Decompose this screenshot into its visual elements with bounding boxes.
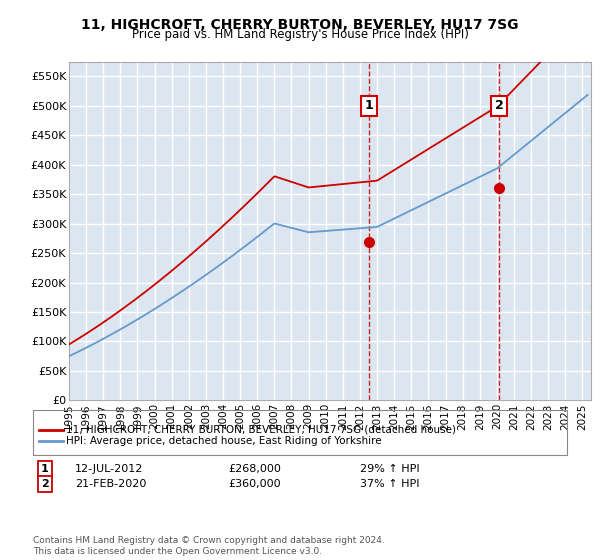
- Text: Contains HM Land Registry data © Crown copyright and database right 2024.
This d: Contains HM Land Registry data © Crown c…: [33, 536, 385, 556]
- Text: 21-FEB-2020: 21-FEB-2020: [75, 479, 146, 489]
- Text: 2: 2: [41, 479, 49, 489]
- Text: 1: 1: [365, 99, 373, 113]
- Text: Price paid vs. HM Land Registry's House Price Index (HPI): Price paid vs. HM Land Registry's House …: [131, 28, 469, 41]
- Text: 11, HIGHCROFT, CHERRY BURTON, BEVERLEY, HU17 7SG (detached house): 11, HIGHCROFT, CHERRY BURTON, BEVERLEY, …: [66, 424, 456, 435]
- Text: HPI: Average price, detached house, East Riding of Yorkshire: HPI: Average price, detached house, East…: [66, 436, 382, 446]
- Text: 1: 1: [41, 464, 49, 474]
- Text: 29% ↑ HPI: 29% ↑ HPI: [360, 464, 419, 474]
- Text: £360,000: £360,000: [228, 479, 281, 489]
- Text: 11, HIGHCROFT, CHERRY BURTON, BEVERLEY, HU17 7SG: 11, HIGHCROFT, CHERRY BURTON, BEVERLEY, …: [81, 18, 519, 32]
- Text: 12-JUL-2012: 12-JUL-2012: [75, 464, 143, 474]
- Text: £268,000: £268,000: [228, 464, 281, 474]
- Text: 2: 2: [495, 99, 503, 113]
- Text: 37% ↑ HPI: 37% ↑ HPI: [360, 479, 419, 489]
